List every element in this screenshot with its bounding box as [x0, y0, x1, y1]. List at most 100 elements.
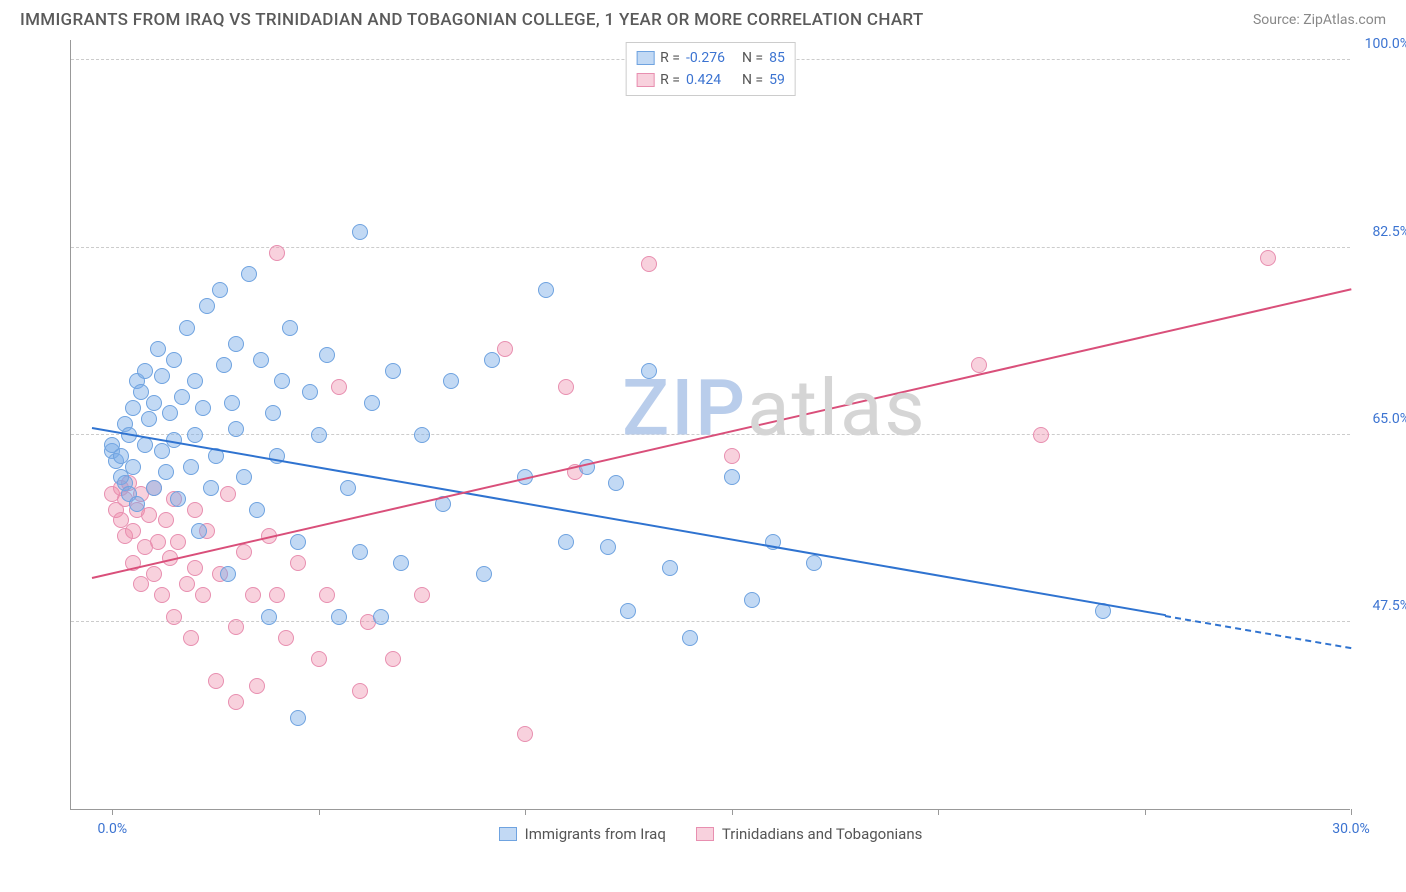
scatter-point: [302, 384, 318, 400]
scatter-point: [443, 373, 459, 389]
scatter-point: [340, 480, 356, 496]
correlation-legend: R = -0.276 N = 85 R = 0.424 N = 59: [625, 42, 796, 96]
scatter-point: [662, 560, 678, 576]
scatter-point: [137, 363, 153, 379]
scatter-point: [274, 373, 290, 389]
scatter-point: [364, 395, 380, 411]
legend-swatch: [636, 73, 654, 87]
scatter-point: [319, 587, 335, 603]
scatter-point: [125, 459, 141, 475]
legend-r-value: -0.276: [686, 47, 736, 69]
source-attribution: Source: ZipAtlas.com: [1253, 12, 1386, 28]
y-tick-label: 82.5%: [1372, 224, 1406, 240]
scatter-point: [125, 523, 141, 539]
scatter-point: [290, 710, 306, 726]
scatter-point: [971, 357, 987, 373]
scatter-point: [600, 539, 616, 555]
scatter-point: [608, 475, 624, 491]
legend-r-label: R =: [660, 69, 680, 91]
scatter-point: [179, 320, 195, 336]
scatter-plot-area: ZIPatlas R =-0.276N =85R =0.424N =59 Imm…: [70, 40, 1350, 810]
x-tick: [112, 809, 113, 815]
scatter-point: [150, 341, 166, 357]
legend-r-label: R =: [660, 47, 680, 69]
legend-item: Immigrants from Iraq: [499, 825, 666, 843]
scatter-point: [311, 427, 327, 443]
legend-label: Trinidadians and Tobagonians: [722, 825, 922, 843]
x-tick: [732, 809, 733, 815]
scatter-point: [724, 469, 740, 485]
x-tick-label: 30.0%: [1332, 821, 1370, 837]
scatter-point: [154, 368, 170, 384]
scatter-point: [179, 576, 195, 592]
scatter-point: [141, 507, 157, 523]
scatter-point: [269, 245, 285, 261]
scatter-point: [269, 587, 285, 603]
scatter-point: [290, 555, 306, 571]
scatter-point: [187, 560, 203, 576]
series-legend: Immigrants from Iraq Trinidadians and Tob…: [71, 825, 1350, 843]
legend-n-label: N =: [742, 69, 763, 91]
scatter-point: [137, 437, 153, 453]
trend-line-extrapolated: [1165, 615, 1351, 649]
scatter-point: [641, 363, 657, 379]
scatter-point: [331, 609, 347, 625]
x-tick: [938, 809, 939, 815]
scatter-point: [199, 298, 215, 314]
legend-r-value: 0.424: [686, 69, 736, 91]
scatter-point: [414, 587, 430, 603]
legend-label: Immigrants from Iraq: [525, 825, 666, 843]
scatter-point: [162, 405, 178, 421]
scatter-point: [331, 379, 347, 395]
scatter-point: [187, 427, 203, 443]
scatter-point: [220, 566, 236, 582]
scatter-point: [261, 609, 277, 625]
watermark: ZIPatlas: [622, 364, 927, 455]
legend-swatch: [636, 51, 654, 65]
legend-item: Trinidadians and Tobagonians: [696, 825, 922, 843]
x-tick: [525, 809, 526, 815]
legend-n-label: N =: [742, 47, 763, 69]
scatter-point: [352, 224, 368, 240]
scatter-point: [220, 486, 236, 502]
legend-row: R = -0.276 N = 85: [636, 47, 785, 69]
scatter-point: [170, 534, 186, 550]
scatter-point: [166, 609, 182, 625]
scatter-point: [170, 491, 186, 507]
scatter-point: [744, 592, 760, 608]
scatter-point: [385, 651, 401, 667]
scatter-point: [476, 566, 492, 582]
scatter-point: [414, 427, 430, 443]
scatter-point: [208, 673, 224, 689]
scatter-point: [290, 534, 306, 550]
scatter-point: [174, 389, 190, 405]
scatter-point: [154, 587, 170, 603]
scatter-point: [187, 502, 203, 518]
scatter-point: [352, 544, 368, 560]
scatter-point: [265, 405, 281, 421]
scatter-point: [241, 266, 257, 282]
scatter-point: [228, 619, 244, 635]
x-tick: [1145, 809, 1146, 815]
scatter-point: [228, 694, 244, 710]
scatter-point: [224, 395, 240, 411]
scatter-point: [183, 459, 199, 475]
scatter-point: [158, 512, 174, 528]
scatter-point: [278, 630, 294, 646]
scatter-point: [195, 587, 211, 603]
legend-n-value: 59: [769, 69, 785, 91]
scatter-point: [311, 651, 327, 667]
scatter-point: [129, 496, 145, 512]
scatter-point: [253, 352, 269, 368]
scatter-point: [620, 603, 636, 619]
scatter-point: [236, 469, 252, 485]
scatter-point: [228, 421, 244, 437]
gridline: [71, 247, 1350, 248]
scatter-point: [1033, 427, 1049, 443]
legend-row: R = 0.424 N = 59: [636, 69, 785, 91]
chart-title: IMMIGRANTS FROM IRAQ VS TRINIDADIAN AND …: [20, 10, 924, 30]
legend-n-value: 85: [769, 47, 785, 69]
scatter-point: [538, 282, 554, 298]
scatter-point: [228, 336, 244, 352]
scatter-point: [203, 480, 219, 496]
